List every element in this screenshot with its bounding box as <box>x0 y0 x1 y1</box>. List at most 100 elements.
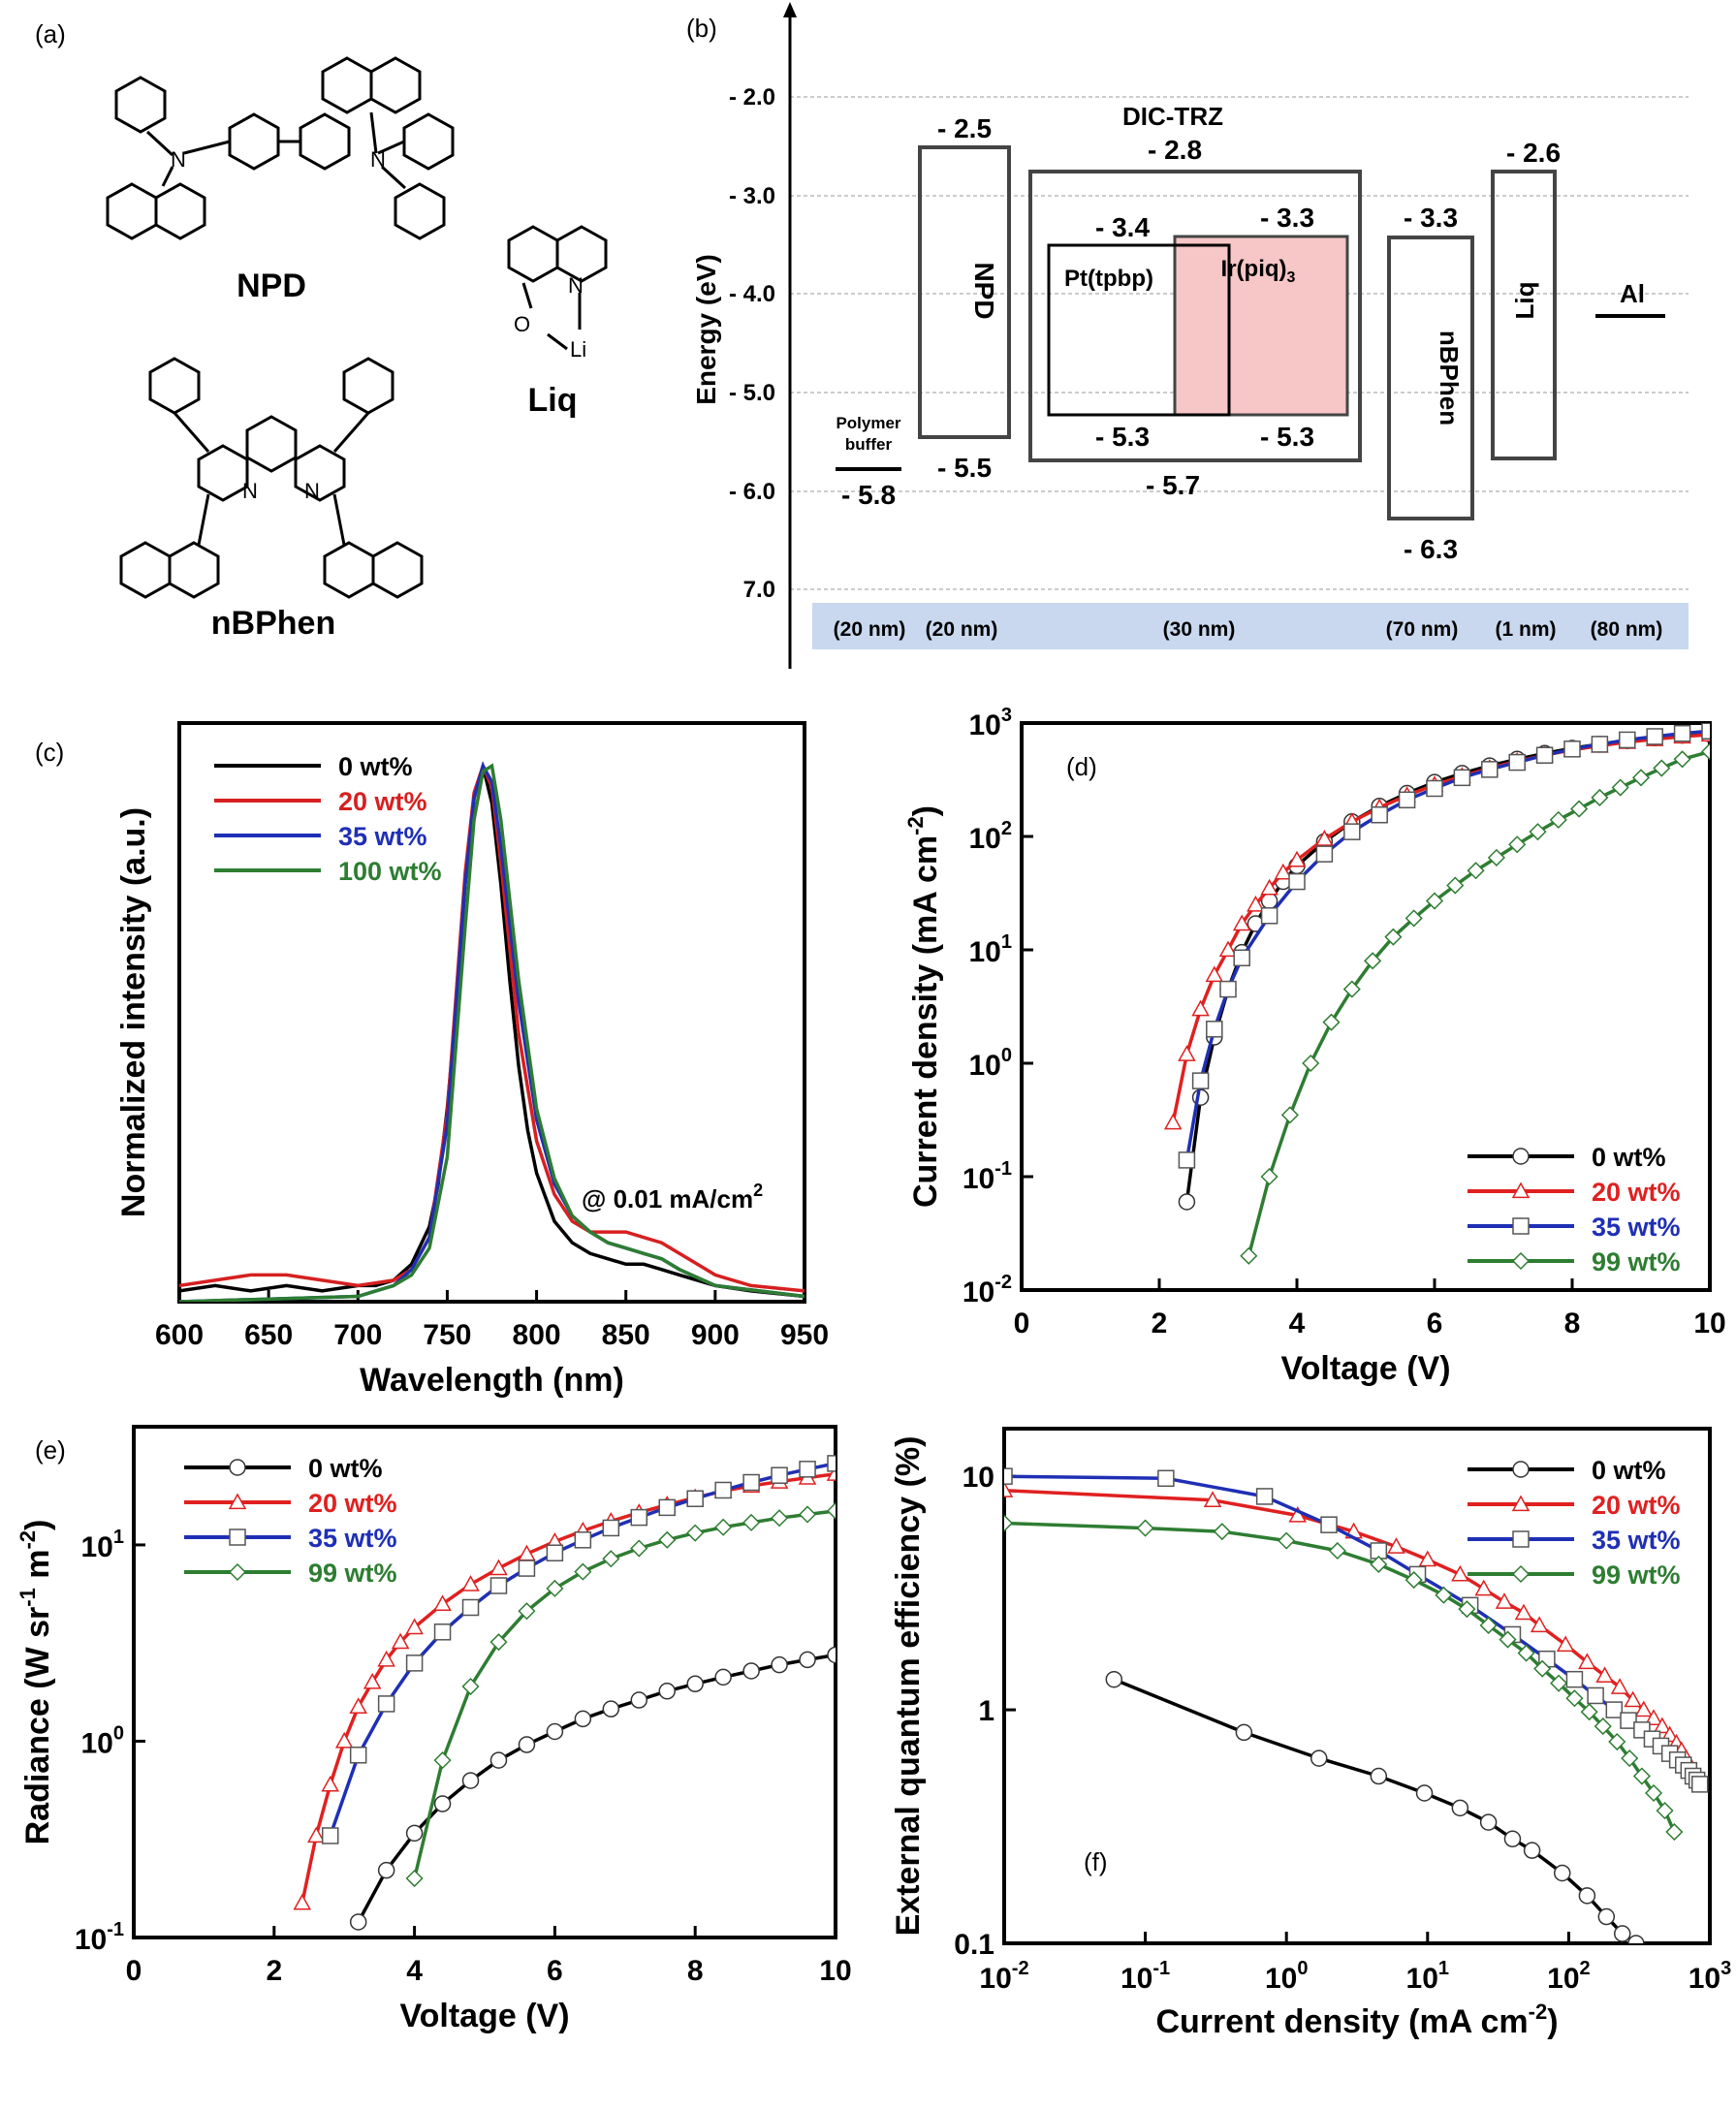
y-tick-label-base: 10 <box>969 823 1001 855</box>
data-point-0wt <box>405 1824 424 1843</box>
data-point-35wt <box>714 1481 732 1499</box>
spectrum-annotation-sup: 2 <box>753 1181 763 1200</box>
data-point-35wt <box>1453 769 1471 787</box>
energy-tick: - 4.0 <box>729 281 775 307</box>
data-point-99wt <box>518 1602 536 1621</box>
legend-label: 100 wt% <box>338 857 442 886</box>
legend-marker <box>1511 1495 1531 1512</box>
x-axis-label: Current density (mA cm-2) <box>1155 2000 1558 2040</box>
irpiq3-level-box <box>1173 235 1349 417</box>
x-tick-label-base: 10 <box>1547 1963 1579 1995</box>
data-point-35wt <box>742 1473 760 1492</box>
data-point-35wt <box>1563 740 1581 758</box>
data-point-99wt <box>1322 1013 1341 1031</box>
data-point-99wt <box>1653 759 1671 777</box>
data-point-0wt <box>546 1722 564 1741</box>
y-tick-label: 10-2 <box>963 1272 1012 1308</box>
data-point-20wt <box>826 1465 836 1481</box>
series-line-35wt <box>329 1462 836 1837</box>
series-line-0wt <box>179 765 805 1299</box>
x-tick-label: 101 <box>1406 1958 1450 1995</box>
legend-marker <box>1511 1251 1531 1271</box>
legend-label: 35 wt% <box>1592 1526 1681 1555</box>
panel-b-letter: (b) <box>686 14 717 43</box>
nbphen-name: nBPhen <box>211 605 335 642</box>
data-point-20wt <box>1287 850 1307 867</box>
irpiq3-layer-label: Ir(piq)3 <box>1221 256 1296 286</box>
panel-letter: (c) <box>35 738 64 767</box>
legend-label: 35 wt% <box>338 822 427 851</box>
legend-label: 0 wt% <box>1592 1143 1666 1172</box>
data-point-20wt <box>293 1893 312 1910</box>
data-point-20wt <box>1203 1491 1222 1507</box>
data-point-0wt <box>1627 1935 1645 1943</box>
legend-label: 0 wt% <box>308 1454 383 1483</box>
data-point-20wt <box>363 1672 382 1689</box>
thickness-eml: (30 nm) <box>1163 618 1236 641</box>
y-tick-label: 101 <box>81 1527 125 1563</box>
data-point-20wt <box>1178 1045 1196 1061</box>
data-point-20wt <box>306 1826 326 1843</box>
pttpbp-level-box <box>1047 243 1231 417</box>
data-point-99wt <box>771 1509 789 1528</box>
liq-structure <box>507 225 608 351</box>
dic-trz-label: DIC-TRZ <box>1122 102 1223 131</box>
data-point-20wt <box>489 1559 508 1576</box>
npd-structure <box>106 56 455 240</box>
dic-trz-lumo: - 2.8 <box>1148 135 1202 165</box>
data-point-99wt <box>1499 1630 1517 1649</box>
data-point-99wt <box>489 1633 508 1652</box>
data-point-20wt <box>1232 914 1251 931</box>
data-point-99wt <box>574 1562 592 1581</box>
data-point-0wt <box>433 1795 452 1812</box>
data-point-99wt <box>1550 1674 1568 1692</box>
x-tick-label-exp: 0 <box>1297 1958 1308 1979</box>
data-point-35wt <box>1315 845 1334 863</box>
nbphen-structure <box>119 357 424 599</box>
data-point-35wt <box>377 1695 395 1713</box>
legend-label: 0 wt% <box>1592 1456 1666 1485</box>
data-point-99wt <box>405 1869 424 1888</box>
nbphen-n-atom-left: N <box>242 479 258 503</box>
spectrum-annotation-main: @ 0.01 mA/cm <box>582 1184 753 1213</box>
series-line-35wt <box>1004 1474 1702 1785</box>
x-tick-label: 100 <box>1265 1958 1309 1995</box>
data-point-20wt <box>1451 1564 1469 1582</box>
data-point-20wt <box>1653 1717 1672 1734</box>
y-axis-label: Normalized intensity (a.u.) <box>115 807 152 1217</box>
data-point-35wt <box>602 1519 620 1537</box>
x-tick-label: 10-2 <box>979 1958 1028 1995</box>
data-point-35wt <box>461 1598 480 1617</box>
x-tick-label-exp: -1 <box>1152 1958 1170 1979</box>
x-axis-label: Wavelength (nm) <box>360 1362 624 1399</box>
data-point-35wt <box>1398 791 1416 809</box>
data-point-0wt <box>799 1651 816 1669</box>
dic-trz-homo: - 5.7 <box>1146 470 1200 500</box>
data-point-20wt <box>1191 999 1210 1017</box>
legend-label: 99 wt% <box>1592 1247 1681 1276</box>
legend-label: 35 wt% <box>1592 1213 1681 1242</box>
y-tick-label-exp: 0 <box>113 1722 124 1744</box>
y-axis-label-sup: -2 <box>903 816 928 835</box>
x-tick-label-base: 10 <box>1265 1963 1297 1995</box>
data-point-35wt <box>1481 761 1499 778</box>
data-point-20wt <box>1218 940 1238 958</box>
x-axis-label: Voltage (V) <box>399 1998 569 2034</box>
series-line-35wt <box>1184 729 1710 1161</box>
y-tick-label-base: 10 <box>963 1276 994 1308</box>
liq-o-atom: O <box>514 312 530 336</box>
data-point-20wt <box>1556 1635 1575 1653</box>
y-tick-label-exp: 1 <box>1001 931 1012 953</box>
energy-tick: - 3.0 <box>729 183 775 209</box>
y-tick-label-base: 10 <box>969 1050 1001 1082</box>
series-line-0wt <box>1184 732 1710 1203</box>
data-point-0wt <box>574 1710 592 1728</box>
y-axis-label-part: -2 <box>16 1530 40 1550</box>
data-point-99wt <box>1425 892 1444 910</box>
data-point-20wt <box>461 1575 480 1591</box>
series-line-99wt <box>412 1509 836 1879</box>
x-tick-label-base: 10 <box>1406 1963 1438 1995</box>
